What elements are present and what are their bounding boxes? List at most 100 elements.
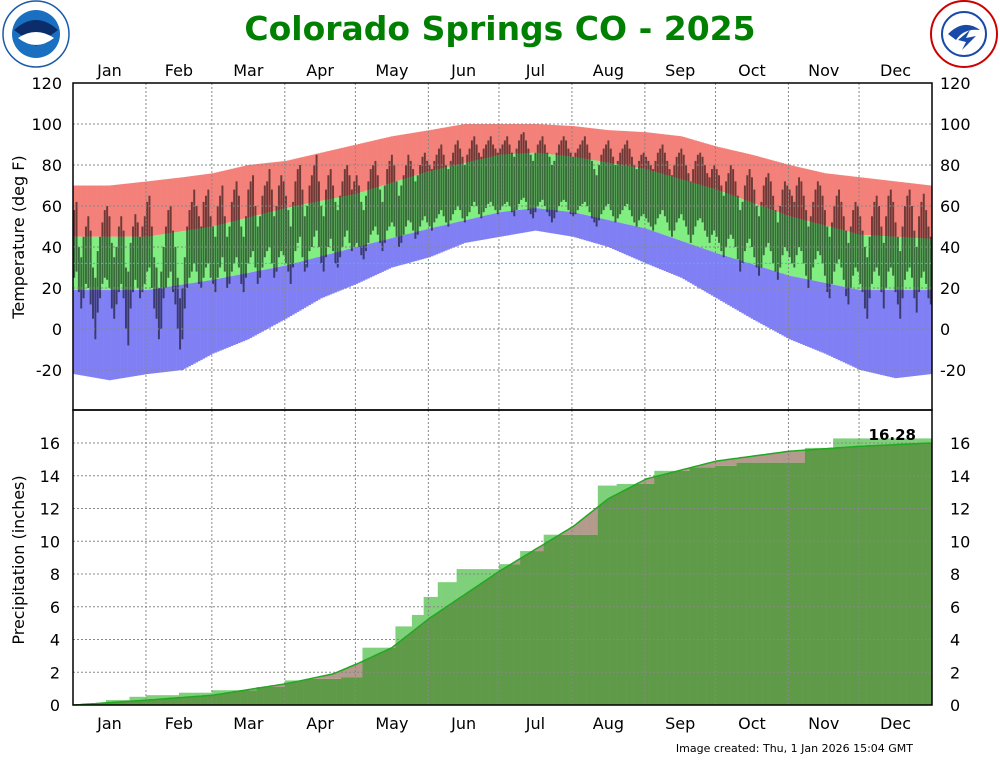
observed-temp-bar [181, 288, 184, 340]
precip-observed-bar [635, 483, 639, 705]
record-low-band [913, 290, 916, 377]
observed-temp-bar [94, 277, 97, 340]
precip-observed-bar [870, 445, 874, 705]
observed-temp-bar [896, 236, 899, 305]
record-high-band [684, 137, 688, 181]
record-low-band [670, 237, 674, 274]
precip-surplus-bar [811, 447, 815, 450]
precip-observed-bar [138, 700, 142, 705]
precip-observed-bar [324, 678, 328, 705]
precip-observed-bar [835, 447, 839, 705]
record-low-band [520, 209, 523, 234]
observed-temp-bar [889, 189, 892, 268]
record-high-band [129, 183, 133, 237]
precip-surplus-bar [609, 485, 613, 498]
precip-observed-bar [506, 566, 509, 705]
record-high-band [602, 129, 606, 162]
observed-temp-bar [195, 206, 198, 272]
record-low-band [303, 260, 307, 308]
precip-observed-bar [859, 446, 862, 705]
record-low-band [741, 261, 745, 314]
precip-observed-bar [797, 462, 801, 705]
observed-temp-bar [219, 195, 222, 268]
precip-deficit-bar [736, 458, 740, 463]
precip-observed-bar [607, 498, 610, 705]
observed-temp-bar [541, 136, 544, 200]
record-low-band [378, 241, 382, 273]
nws-logo [930, 0, 998, 68]
record-high-band [807, 169, 810, 222]
precip-observed-bar [200, 696, 203, 705]
precip-surplus-bar [473, 569, 476, 589]
temp-tick-label: 0 [940, 320, 950, 339]
record-low-band [397, 236, 401, 266]
record-low-band [263, 269, 267, 331]
record-low-band [675, 239, 679, 276]
observed-temp-bar [423, 152, 426, 217]
observed-temp-bar [590, 160, 593, 219]
observed-temp-bar [136, 222, 139, 288]
record-low-band [755, 265, 759, 322]
precip-surplus-bar [110, 700, 114, 703]
record-low-band [604, 219, 608, 247]
observed-temp-bar [426, 160, 429, 223]
record-low-band [906, 290, 909, 377]
observed-temp-bar [223, 216, 226, 272]
precip-observed-bar [489, 577, 493, 705]
observed-temp-bar [758, 216, 760, 276]
record-low-band [256, 271, 260, 335]
observed-temp-bar [501, 144, 504, 206]
precip-observed-bar [369, 657, 373, 705]
observed-temp-bar [762, 185, 765, 256]
observed-temp-bar [106, 206, 109, 280]
record-low-band [131, 290, 135, 377]
record-high-band [901, 182, 905, 238]
record-high-band [136, 182, 140, 237]
precip-observed-bar [922, 443, 926, 705]
precip-surplus-bar [922, 438, 926, 444]
precip-observed-bar [371, 656, 375, 705]
precip-observed-bar [767, 462, 770, 705]
record-low-band [110, 290, 114, 380]
precip-surplus-bar [804, 447, 808, 451]
record-high-band [649, 132, 653, 171]
temp-tick-label: 120 [940, 74, 971, 93]
record-high-band [644, 132, 648, 170]
month-label-top: Jul [525, 61, 545, 80]
precip-observed-bar [228, 692, 231, 705]
month-label-bottom: Jul [525, 714, 545, 733]
observed-temp-bar [313, 165, 316, 237]
record-high-band [534, 124, 537, 153]
observed-temp-bar [372, 165, 375, 231]
precip-surplus-bar [602, 485, 606, 503]
record-low-band [626, 224, 629, 256]
precip-observed-bar [397, 642, 401, 705]
observed-temp-bar [668, 169, 671, 231]
precip-deficit-bar [760, 454, 763, 463]
precip-surplus-bar [362, 647, 366, 661]
precip-surplus-bar [402, 626, 406, 639]
observed-temp-bar [774, 210, 777, 272]
record-low-band [567, 211, 570, 236]
record-high-band [929, 185, 933, 239]
observed-temp-bar [522, 132, 525, 198]
record-high-band [240, 166, 243, 220]
record-high-band [503, 124, 507, 155]
observed-temp-bar [360, 201, 363, 256]
precip-observed-bar [896, 444, 900, 705]
precip-observed-bar [254, 690, 257, 705]
observed-temp-bar [383, 185, 386, 243]
record-high-band [77, 185, 81, 237]
record-low-band [421, 230, 424, 260]
record-low-band [510, 210, 514, 235]
precip-surplus-bar [178, 692, 182, 698]
precip-surplus-bar [440, 582, 443, 611]
precip-observed-bar [781, 462, 785, 705]
record-low-band [218, 278, 222, 351]
observed-temp-bar [682, 154, 685, 221]
month-label-top: Apr [306, 61, 334, 80]
precip-observed-bar [743, 462, 747, 705]
precip-observed-bar [819, 449, 822, 705]
precip-observed-bar [882, 445, 886, 705]
